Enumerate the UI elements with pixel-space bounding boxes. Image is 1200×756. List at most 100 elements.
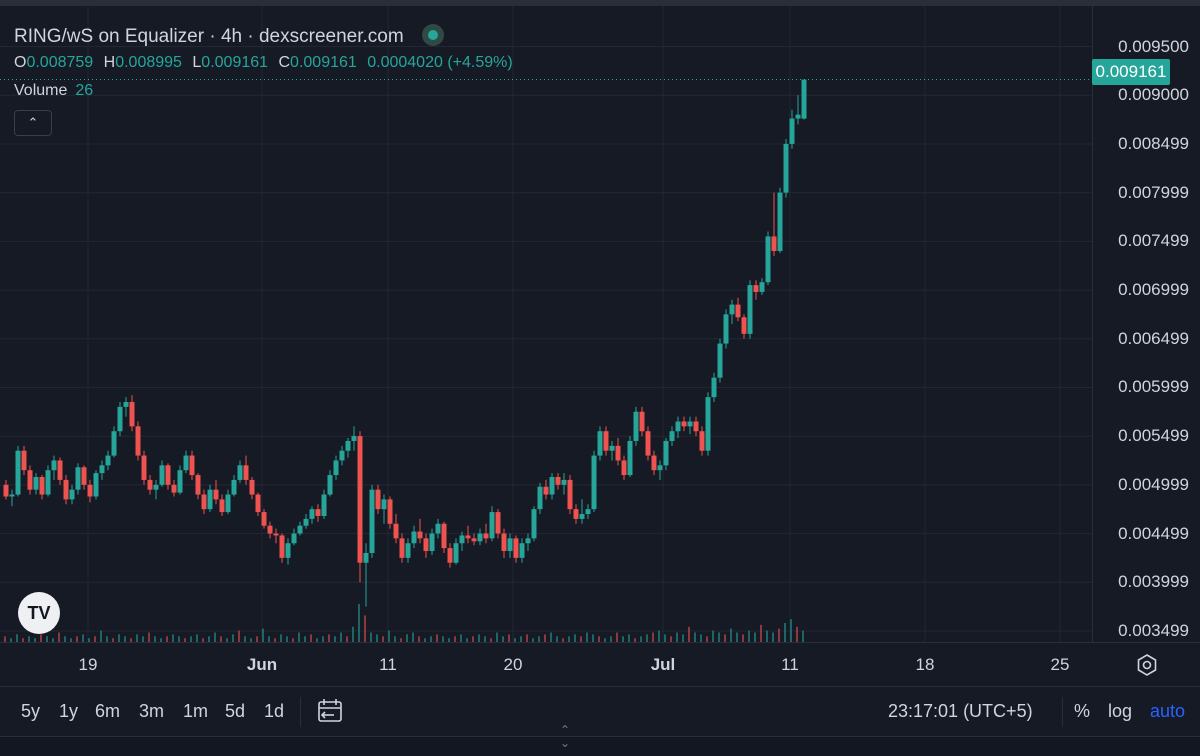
volume-bar xyxy=(652,632,654,642)
volume-bar xyxy=(658,630,660,642)
chart-pane[interactable]: RING/wS on Equalizer · 4h · dexscreener.… xyxy=(0,6,1092,642)
settings-icon[interactable] xyxy=(1135,653,1159,677)
last-price-badge: 0.009161 xyxy=(1092,59,1170,85)
candle-body xyxy=(429,533,435,552)
volume-value: 26 xyxy=(75,82,94,99)
price-tick: 0.005499 xyxy=(1118,426,1189,446)
volume-bar xyxy=(430,636,432,642)
timeframe-1d-button[interactable]: 1d xyxy=(264,701,285,721)
bottom-toolbar: 5y 1y 6m 3m 1m 5d 1d 23:17:01 (UTC+5) % … xyxy=(0,686,1200,737)
volume-bar xyxy=(304,636,306,642)
candle-body xyxy=(123,402,129,407)
timeframe-5d-button[interactable]: 5d xyxy=(225,701,246,721)
volume-bar xyxy=(598,636,600,642)
candle-body xyxy=(63,479,69,500)
auto-scale-toggle[interactable]: auto xyxy=(1150,701,1186,721)
open-key: O xyxy=(14,54,27,71)
candle-body xyxy=(687,421,693,427)
timeframe-1y-button[interactable]: 1y xyxy=(59,701,79,721)
candle-body xyxy=(633,411,639,441)
volume-bar xyxy=(196,634,198,642)
time-axis[interactable]: 19 Jun 11 20 Jul 11 18 25 xyxy=(0,642,1200,687)
low-value: 0.009161 xyxy=(201,54,269,71)
candle-body xyxy=(189,455,195,476)
volume-bar xyxy=(52,638,54,642)
candle-body xyxy=(543,486,549,495)
volume-bar xyxy=(742,634,744,642)
toolbar-divider xyxy=(1062,697,1063,727)
candle-body xyxy=(615,445,621,461)
volume-bar xyxy=(496,632,498,642)
candle-body xyxy=(555,477,561,485)
candle-body xyxy=(147,479,153,490)
timeframe-3m-button[interactable]: 3m xyxy=(139,701,165,721)
volume-bar xyxy=(760,624,762,642)
candle-body xyxy=(549,477,555,495)
volume-bar xyxy=(802,630,804,642)
volume-bar xyxy=(514,638,516,642)
volume-bar xyxy=(184,638,186,642)
price-tick: 0.003499 xyxy=(1118,620,1189,640)
volume-bar xyxy=(784,623,786,642)
price-axis[interactable]: 0.009500 0.009000 0.008499 0.007999 0.007499… xyxy=(1092,6,1200,642)
ohlc-readout: O0.008759 H0.008995 L0.009161 C0.009161 … xyxy=(14,54,519,72)
volume-bar xyxy=(364,615,366,642)
volume-bar xyxy=(208,636,210,642)
volume-bar xyxy=(586,632,588,642)
volume-bar xyxy=(256,636,258,642)
candle-body xyxy=(261,512,267,526)
time-tick: 25 xyxy=(1050,655,1070,674)
volume-bar xyxy=(322,636,324,642)
volume-bar xyxy=(544,634,546,642)
candle-body xyxy=(411,531,417,544)
candle-body xyxy=(735,304,741,318)
candle-body xyxy=(753,285,759,292)
volume-bar xyxy=(178,636,180,642)
clock-timezone[interactable]: 23:17:01 (UTC+5) xyxy=(888,701,1033,721)
volume-bar xyxy=(160,638,162,642)
candle-body xyxy=(561,479,567,485)
volume-bar xyxy=(358,604,360,642)
volume-bar xyxy=(4,636,6,642)
candle-body xyxy=(351,436,357,441)
candle-body xyxy=(507,538,513,552)
candle-body xyxy=(279,535,285,558)
timeframe-6m-button[interactable]: 6m xyxy=(95,701,121,721)
timeframe-1m-button[interactable]: 1m xyxy=(183,701,209,721)
candle-body xyxy=(369,489,375,553)
low-key: L xyxy=(192,54,202,71)
volume-bar xyxy=(298,632,300,642)
tradingview-logo[interactable]: TV xyxy=(18,592,60,634)
chart-title-text: RING/wS on Equalizer · 4h · dexscreener.… xyxy=(14,26,404,48)
timeframe-5y-button[interactable]: 5y xyxy=(21,701,41,721)
candle-body xyxy=(81,467,87,485)
candle-body xyxy=(231,479,237,495)
candle-body xyxy=(657,465,663,471)
volume-bar xyxy=(622,636,624,642)
volume-bar xyxy=(676,632,678,642)
volume-bar xyxy=(520,636,522,642)
volume-bar xyxy=(442,636,444,642)
candle-body xyxy=(45,470,51,495)
date-range-icon[interactable] xyxy=(316,698,344,724)
candle-body xyxy=(153,484,159,490)
volume-bar xyxy=(472,636,474,642)
volume-bar xyxy=(262,628,264,642)
log-scale-toggle[interactable]: log xyxy=(1108,701,1133,721)
price-tick: 0.009500 xyxy=(1118,36,1189,56)
candle-body xyxy=(495,512,501,534)
volume-readout: Volume 26 xyxy=(14,82,93,100)
candle-body xyxy=(705,397,711,451)
percent-scale-toggle[interactable]: % xyxy=(1074,701,1091,721)
candlestick-chart[interactable] xyxy=(0,6,1092,642)
volume-bar xyxy=(538,636,540,642)
change-value: 0.0004020 (+4.59%) xyxy=(367,54,513,71)
resize-handle-icon[interactable]: ⌃ ⌄ xyxy=(559,723,571,750)
volume-bar xyxy=(280,634,282,642)
volume-bar xyxy=(568,636,570,642)
candle-body xyxy=(579,514,585,519)
high-value: 0.008995 xyxy=(115,54,182,71)
candle-body xyxy=(39,477,45,495)
collapse-legend-button[interactable]: ⌃ xyxy=(14,110,52,136)
candle-body xyxy=(207,489,213,510)
